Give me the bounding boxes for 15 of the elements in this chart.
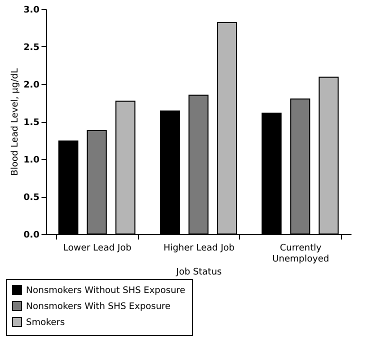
y-tick-label: 1.5	[24, 118, 40, 128]
x-tick-label: Currently Unemployed	[272, 244, 330, 264]
x-tick-label: Lower Lead Job	[63, 244, 132, 254]
y-tick-label: 3.0	[24, 6, 40, 16]
legend-label: Nonsmokers Without SHS Exposure	[26, 286, 186, 296]
legend-label: Smokers	[26, 318, 66, 328]
y-tick-label: 0.0	[24, 230, 40, 240]
x-tick-label: Higher Lead Job	[163, 244, 235, 254]
x-axis-title: Job Status	[175, 268, 222, 278]
y-axis-title: Blood Lead Level, µg/dL	[10, 68, 21, 176]
y-tick-label: 2.5	[24, 43, 40, 53]
y-tick-label: 2.0	[24, 80, 40, 90]
y-tick-label: 0.5	[24, 193, 40, 203]
legend-label: Nonsmokers With SHS Exposure	[26, 302, 172, 312]
y-tick-label: 1.0	[24, 156, 40, 166]
